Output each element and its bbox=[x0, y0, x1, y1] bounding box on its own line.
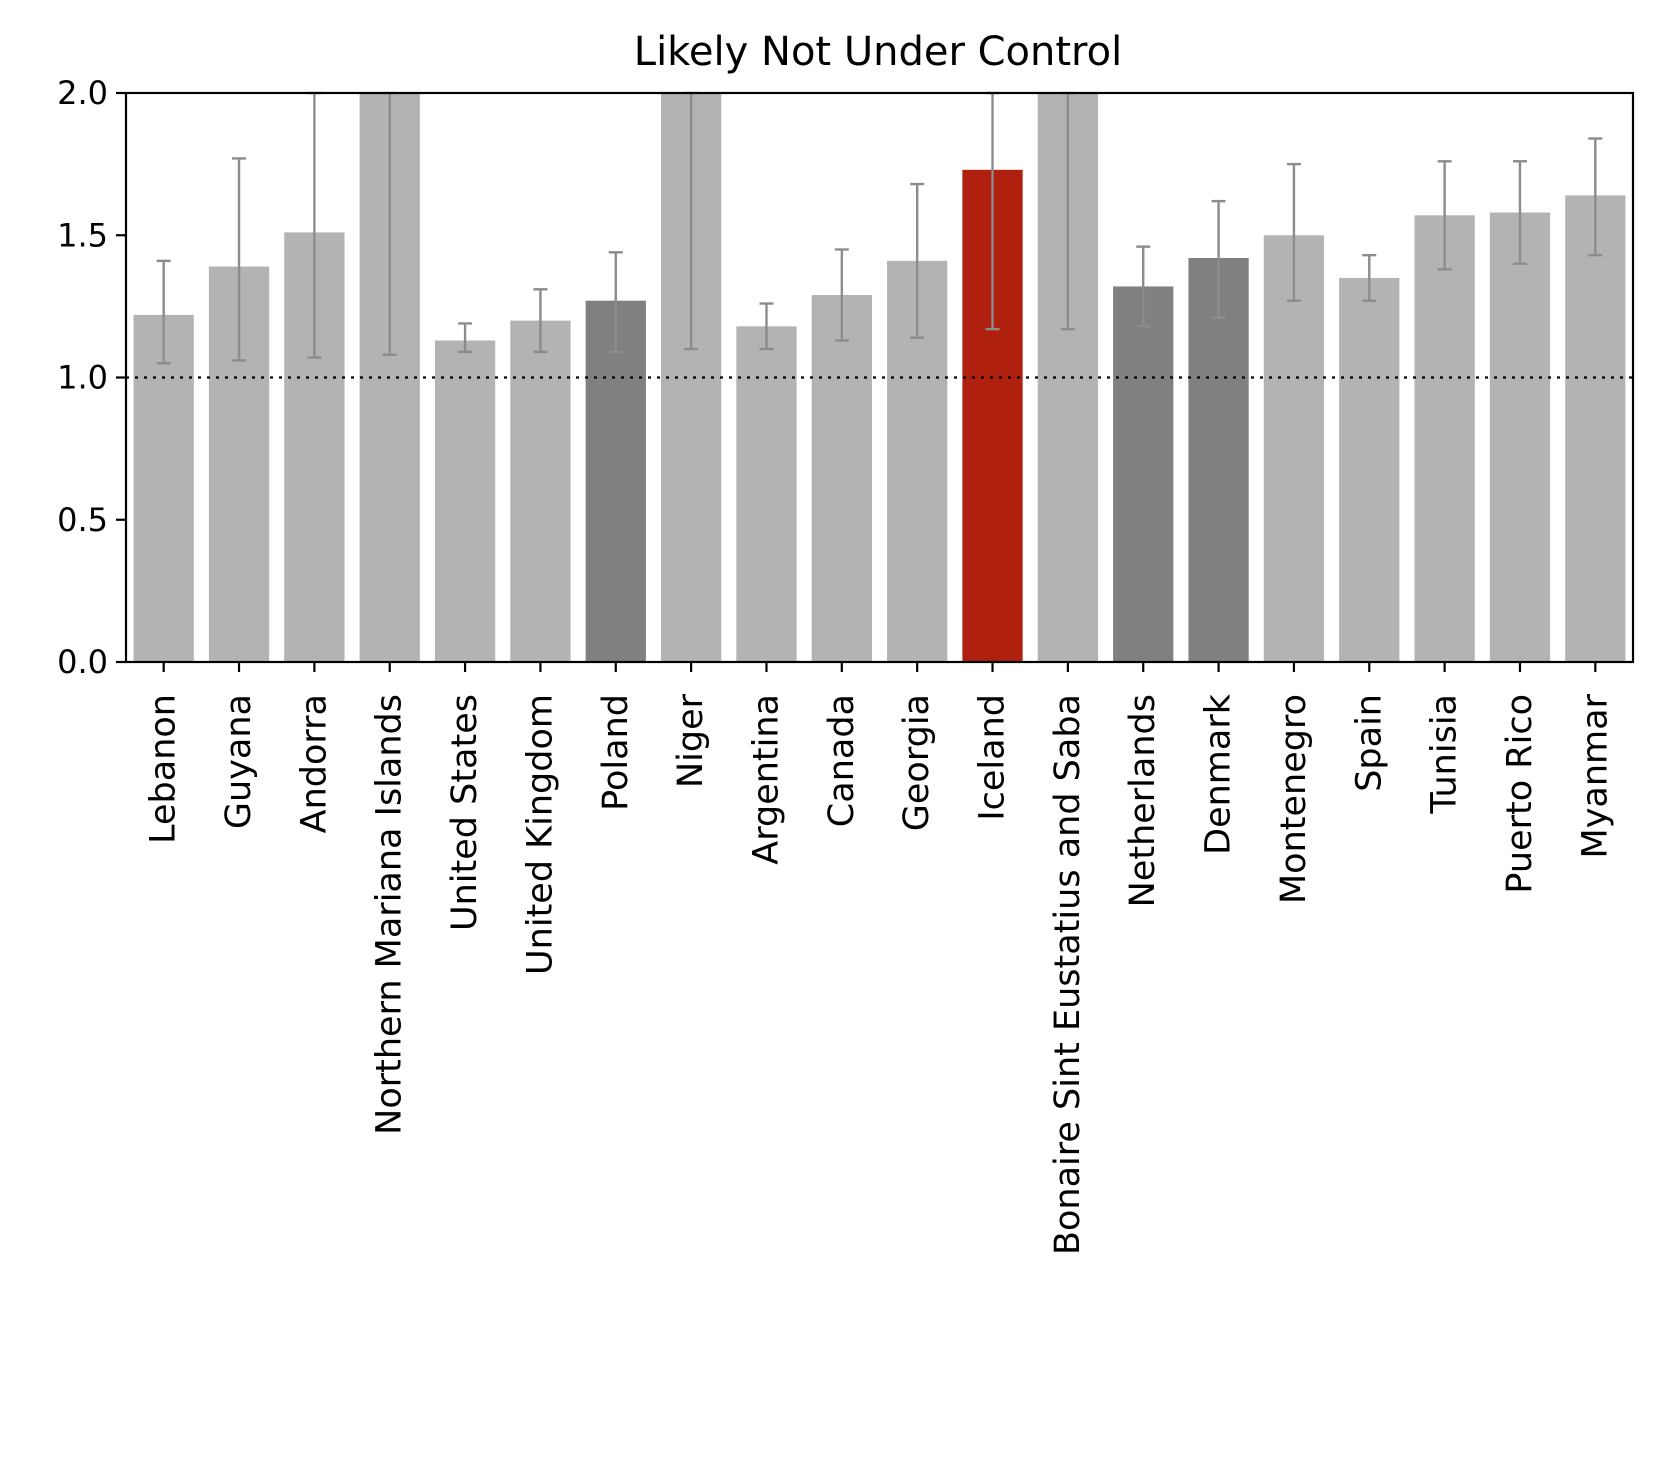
y-tick-label: 0.5 bbox=[57, 501, 108, 539]
y-tick-label: 1.5 bbox=[57, 216, 108, 254]
y-tick-label: 0.0 bbox=[57, 643, 108, 681]
x-tick-label: Bonaire Sint Eustatius and Saba bbox=[1048, 694, 1088, 1255]
x-tick-label: Spain bbox=[1349, 694, 1389, 792]
x-tick-label: Tunisia bbox=[1425, 694, 1465, 815]
x-tick-label: United Kingdom bbox=[520, 694, 560, 975]
x-tick-label: Poland bbox=[596, 694, 636, 811]
bar bbox=[736, 326, 797, 662]
bar bbox=[811, 294, 872, 662]
bar bbox=[1565, 195, 1626, 663]
x-tick-label: Iceland bbox=[973, 694, 1013, 821]
x-tick-label: Guyana bbox=[219, 694, 259, 829]
bar bbox=[1113, 286, 1174, 662]
bar bbox=[585, 300, 646, 662]
x-tick-label: Netherlands bbox=[1123, 694, 1163, 907]
x-tick-label: Montenegro bbox=[1274, 694, 1314, 904]
x-tick-label: Niger bbox=[671, 693, 711, 788]
bar bbox=[133, 314, 194, 662]
bar bbox=[1339, 277, 1400, 662]
chart-title: Likely Not Under Control bbox=[634, 29, 1122, 75]
bar bbox=[1414, 215, 1475, 662]
x-tick-label: Andorra bbox=[294, 694, 334, 833]
bar bbox=[1188, 258, 1249, 662]
x-tick-label: Argentina bbox=[746, 694, 786, 865]
bars-layer bbox=[133, 93, 1626, 663]
y-tick-label: 1.0 bbox=[57, 359, 108, 397]
x-tick-label: Lebanon bbox=[144, 694, 184, 844]
bar bbox=[1263, 235, 1325, 662]
y-tick-label: 2.0 bbox=[57, 74, 108, 112]
bar bbox=[1489, 212, 1551, 663]
x-tick-label: Canada bbox=[822, 694, 862, 827]
x-tick-label: United States bbox=[445, 694, 485, 931]
x-tick-label: Myanmar bbox=[1575, 693, 1615, 858]
x-tick-label: Northern Mariana Islands bbox=[370, 694, 410, 1135]
x-tick-label: Georgia bbox=[897, 694, 937, 831]
x-axis: Lebanon Guyana Andorra Northern Mariana Isl… bbox=[144, 662, 1615, 1255]
bar bbox=[510, 320, 571, 662]
x-tick-label: Denmark bbox=[1199, 693, 1239, 855]
bar bbox=[434, 340, 496, 662]
x-tick-label: Puerto Rico bbox=[1500, 694, 1540, 894]
y-axis: 0.0 0.5 1.0 1.5 2.0 bbox=[57, 74, 126, 681]
